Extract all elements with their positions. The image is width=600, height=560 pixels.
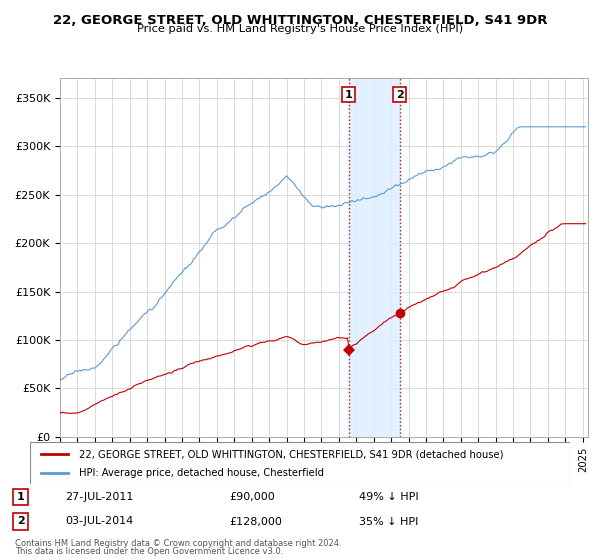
Text: 1: 1 xyxy=(345,90,353,100)
Text: 22, GEORGE STREET, OLD WHITTINGTON, CHESTERFIELD, S41 9DR: 22, GEORGE STREET, OLD WHITTINGTON, CHES… xyxy=(53,14,547,27)
FancyBboxPatch shape xyxy=(30,442,570,484)
Text: 35% ↓ HPI: 35% ↓ HPI xyxy=(359,516,418,526)
Text: HPI: Average price, detached house, Chesterfield: HPI: Average price, detached house, Ches… xyxy=(79,468,323,478)
Text: 2: 2 xyxy=(17,516,25,526)
Text: This data is licensed under the Open Government Licence v3.0.: This data is licensed under the Open Gov… xyxy=(15,547,283,556)
Text: £128,000: £128,000 xyxy=(229,516,283,526)
Text: 1: 1 xyxy=(17,492,25,502)
Text: 03-JUL-2014: 03-JUL-2014 xyxy=(65,516,133,526)
Text: 2: 2 xyxy=(396,90,404,100)
Bar xyxy=(349,78,400,437)
Text: Contains HM Land Registry data © Crown copyright and database right 2024.: Contains HM Land Registry data © Crown c… xyxy=(15,539,341,548)
Text: Price paid vs. HM Land Registry's House Price Index (HPI): Price paid vs. HM Land Registry's House … xyxy=(137,24,463,34)
Text: 49% ↓ HPI: 49% ↓ HPI xyxy=(359,492,418,502)
Text: £90,000: £90,000 xyxy=(229,492,275,502)
Text: 22, GEORGE STREET, OLD WHITTINGTON, CHESTERFIELD, S41 9DR (detached house): 22, GEORGE STREET, OLD WHITTINGTON, CHES… xyxy=(79,449,503,459)
Text: 27-JUL-2011: 27-JUL-2011 xyxy=(65,492,133,502)
